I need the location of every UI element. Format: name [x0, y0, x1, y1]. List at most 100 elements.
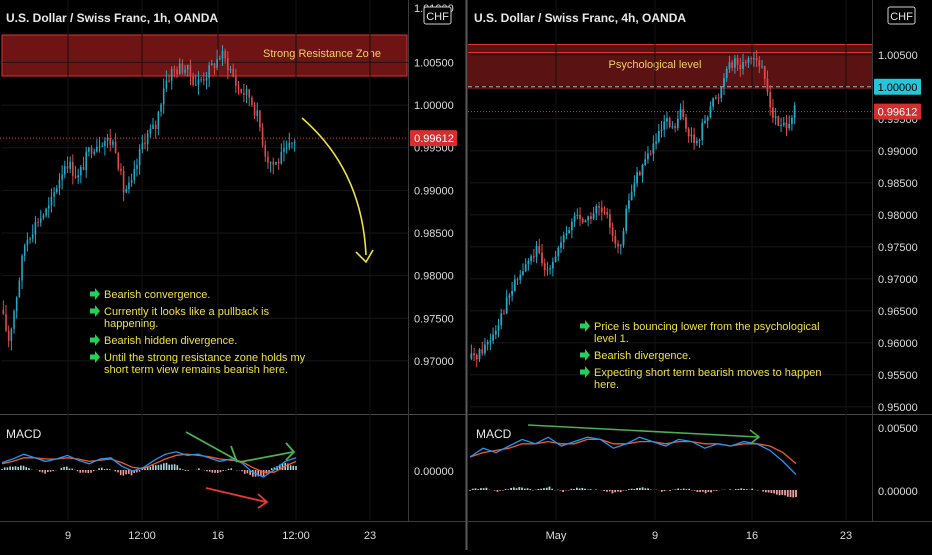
- note-line: level 1.: [594, 333, 629, 345]
- candle-body: [470, 353, 473, 359]
- candle-body: [772, 107, 774, 118]
- time-tick-label: May: [546, 530, 567, 542]
- candle-body: [636, 172, 638, 184]
- candle-body: [13, 311, 15, 329]
- candle-body: [609, 214, 611, 228]
- price-tick-label: 1.00000: [414, 100, 454, 112]
- note-line: here.: [594, 379, 619, 391]
- left-price-badge-text: 0.99612: [414, 133, 454, 145]
- candle-body: [489, 340, 492, 342]
- candle-body: [758, 60, 761, 67]
- note-text: Currently it looks like a pullback is hap…: [104, 306, 270, 330]
- left-chart-panel[interactable]: Strong Resistance Zone Bearish convergen…: [0, 0, 457, 542]
- green-arrow-icon: [90, 334, 100, 346]
- right-macd-pane[interactable]: [469, 436, 797, 498]
- left-price-badge: [410, 130, 457, 147]
- green-tick: [230, 445, 238, 463]
- right-currency-box[interactable]: [887, 6, 916, 25]
- candle-body: [543, 263, 546, 270]
- candle-body: [133, 169, 136, 181]
- candle-body: [755, 58, 758, 61]
- candle-body: [503, 313, 505, 315]
- candle-body: [74, 175, 77, 178]
- candle-body: [475, 355, 478, 360]
- candle-body: [657, 131, 660, 142]
- candle-body: [698, 139, 701, 141]
- left-time-axis[interactable]: 9 12:00 16 12:00 23: [65, 530, 376, 542]
- candle-body: [96, 146, 98, 152]
- right-chart-panel[interactable]: Psychological level Price is bouncing lo…: [468, 0, 921, 542]
- candle-body: [50, 196, 53, 206]
- candle-body: [701, 122, 704, 140]
- note-text: Bearish divergence.: [594, 350, 691, 362]
- candle-body: [181, 63, 184, 73]
- candle-body: [261, 127, 264, 146]
- candle-body: [652, 143, 655, 154]
- candle-body: [165, 80, 168, 89]
- macd-bearish-divergence-line: [527, 424, 759, 438]
- left-price-label: 0.99612: [410, 130, 457, 147]
- candle-body: [160, 104, 162, 112]
- right-grid: [470, 0, 872, 520]
- time-tick-label: 23: [840, 530, 852, 542]
- candle-body: [120, 168, 122, 172]
- candle-body: [42, 215, 45, 219]
- right-time-axis[interactable]: May 9 16 23: [546, 530, 853, 542]
- candle-body: [486, 341, 489, 345]
- left-currency-box[interactable]: [423, 6, 452, 25]
- candle-body: [285, 147, 288, 149]
- candle-body: [186, 64, 189, 70]
- candle-body: [269, 161, 272, 163]
- candle-body: [141, 142, 144, 150]
- candle-body: [788, 123, 791, 129]
- price-tick-label: 1.00500: [414, 57, 454, 69]
- right-currency-text: CHF: [890, 11, 913, 23]
- candle-body: [45, 208, 47, 216]
- left-currency-badge[interactable]: CHF: [423, 6, 452, 25]
- candle-body: [280, 151, 283, 164]
- candle-body: [256, 110, 259, 116]
- price-tick-label: 0.99000: [414, 185, 454, 197]
- candle-body: [685, 117, 687, 129]
- candle-body: [117, 153, 120, 169]
- candle-body: [619, 245, 622, 247]
- candle-body: [532, 256, 535, 258]
- candle-body: [598, 206, 600, 208]
- candle-body: [633, 183, 636, 192]
- left-currency-text: CHF: [426, 11, 449, 23]
- right-price-label: 0.99612: [874, 103, 921, 120]
- left-price-axis[interactable]: 1.005001.000000.995000.990000.985000.980…: [414, 3, 454, 368]
- candle-body: [725, 68, 728, 79]
- candle-body: [243, 92, 245, 95]
- candle-body: [519, 274, 522, 280]
- macd-divergence-line-green: [185, 431, 241, 463]
- candle-body: [275, 162, 277, 165]
- candle-body: [513, 279, 516, 291]
- right-currency-badge[interactable]: CHF: [887, 6, 916, 25]
- candle-body: [644, 159, 647, 165]
- time-tick-label: 16: [746, 530, 758, 542]
- note-line: Expecting short term bearish moves to ha…: [594, 367, 821, 379]
- candle-body: [695, 140, 698, 144]
- note-line: Bearish divergence.: [594, 350, 691, 362]
- note-line: Currently it looks like a pullback is: [104, 306, 270, 318]
- candle-body: [221, 50, 224, 59]
- time-tick-label: 12:00: [128, 530, 156, 542]
- candle-body: [53, 192, 55, 197]
- price-tick-label: 0.99000: [878, 146, 918, 158]
- candle-body: [194, 84, 197, 86]
- candle-body: [579, 214, 581, 219]
- left-macd-pane[interactable]: [1, 451, 297, 478]
- right-notes: Price is bouncing lower from the psychol…: [580, 320, 821, 391]
- candle-body: [481, 349, 484, 354]
- candle-body: [666, 118, 668, 122]
- level-badge-text: 1.00000: [878, 82, 918, 94]
- candle-body: [682, 109, 685, 118]
- candle-body: [573, 215, 576, 222]
- price-tick-label: 0.96500: [878, 306, 918, 318]
- candle-body: [101, 145, 104, 147]
- green-arrow-icon: [580, 349, 590, 361]
- candle-body: [793, 105, 796, 118]
- candle-body: [2, 309, 5, 315]
